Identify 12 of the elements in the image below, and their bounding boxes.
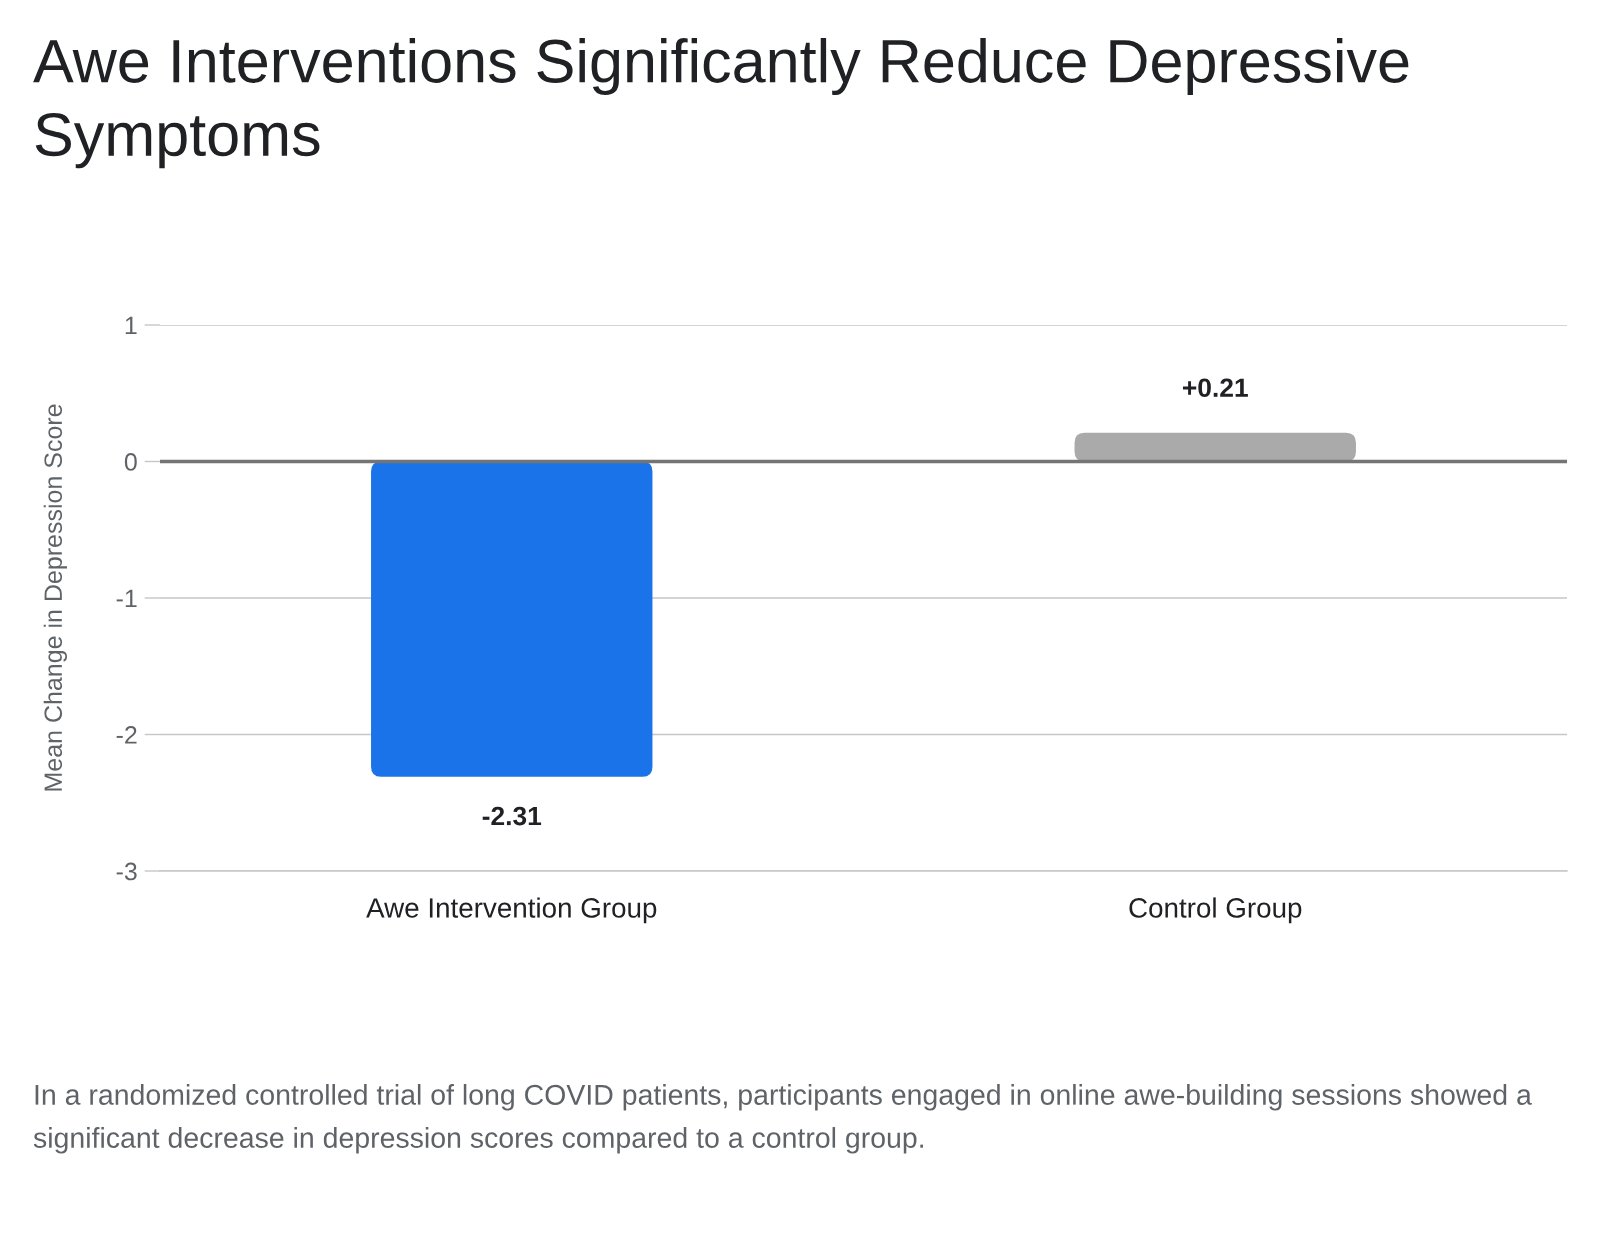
x-tick-label: Awe Intervention Group	[366, 897, 657, 924]
data-label: +0.21	[1182, 378, 1248, 398]
y-tick-label: -1	[116, 589, 137, 608]
data-label: -2.31	[482, 806, 542, 826]
chart-title: Awe Interventions Significantly Reduce Depressive Symptoms	[33, 38, 1409, 169]
y-axis-title: Mean Change in Depression Score	[43, 404, 67, 791]
text: In a randomized controlled trial of long COVID patients, participants engaged in online awe-building sessions showed a significant decrease in depression scores compared to a control group.	[33, 1084, 1532, 1154]
y-tick-label: 0	[124, 453, 137, 471]
y-tick-label: -2	[116, 726, 137, 744]
y-tick-label: -3	[116, 862, 137, 881]
y-tick-label: 1	[125, 316, 137, 335]
x-tick-label: Control Group	[1129, 897, 1302, 924]
